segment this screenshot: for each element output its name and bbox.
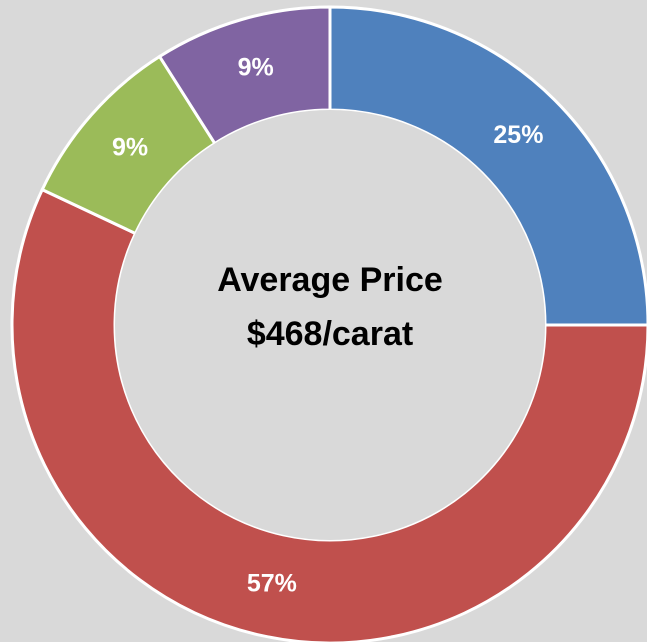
data-label: 9% [238, 54, 274, 82]
center-subtitle: $468/carat [247, 315, 413, 353]
center-title: Average Price [217, 261, 443, 299]
donut-hole [115, 110, 545, 540]
data-label: 25% [493, 121, 543, 149]
slices [10, 5, 647, 642]
data-label: 9% [112, 133, 148, 161]
data-label: 57% [247, 570, 297, 598]
